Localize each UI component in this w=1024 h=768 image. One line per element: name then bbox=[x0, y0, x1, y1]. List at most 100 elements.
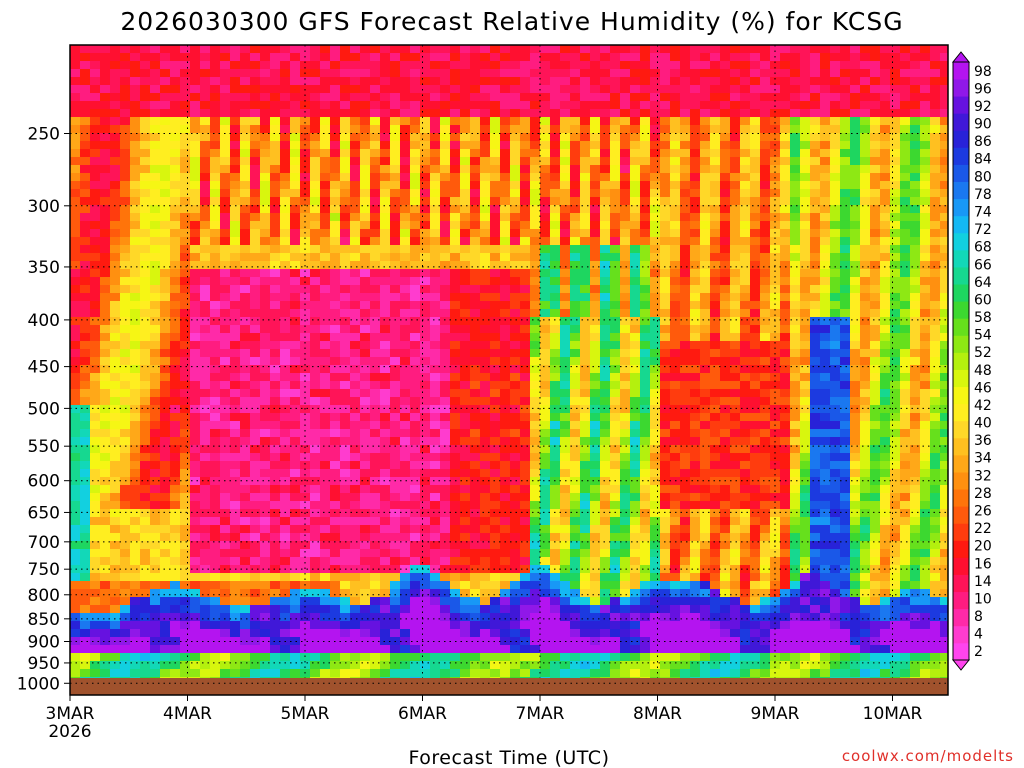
rh-cell bbox=[240, 517, 251, 526]
rh-cell bbox=[370, 45, 381, 54]
rh-cell bbox=[200, 597, 211, 606]
rh-cell bbox=[550, 165, 561, 174]
rh-cell bbox=[400, 69, 411, 78]
rh-cell bbox=[110, 189, 121, 198]
rh-cell bbox=[140, 373, 151, 382]
rh-cell bbox=[680, 253, 691, 262]
rh-cell bbox=[520, 133, 531, 142]
rh-cell bbox=[480, 133, 491, 142]
rh-cell bbox=[70, 509, 81, 518]
rh-cell bbox=[70, 597, 81, 606]
rh-cell bbox=[210, 453, 221, 462]
rh-cell bbox=[450, 405, 461, 414]
rh-cell bbox=[220, 237, 231, 246]
rh-cell bbox=[220, 253, 231, 262]
rh-cell bbox=[490, 333, 501, 342]
rh-cell bbox=[480, 445, 491, 454]
rh-cell bbox=[620, 645, 631, 654]
rh-cell bbox=[70, 245, 81, 254]
rh-cell bbox=[170, 677, 181, 678]
rh-cell bbox=[210, 205, 221, 214]
rh-cell bbox=[520, 645, 531, 654]
rh-cell bbox=[510, 349, 521, 358]
rh-cell bbox=[410, 269, 421, 278]
rh-cell bbox=[250, 181, 261, 190]
rh-cell bbox=[600, 221, 611, 230]
rh-cell bbox=[150, 653, 161, 662]
rh-cell bbox=[530, 645, 541, 654]
rh-cell bbox=[650, 229, 661, 238]
rh-cell bbox=[270, 173, 281, 182]
rh-cell bbox=[470, 461, 481, 470]
rh-cell bbox=[270, 133, 281, 142]
rh-cell bbox=[70, 437, 81, 446]
rh-cell bbox=[470, 189, 481, 198]
rh-cell bbox=[610, 645, 621, 654]
rh-cell bbox=[640, 93, 651, 102]
rh-cell bbox=[140, 525, 151, 534]
rh-cell bbox=[440, 669, 451, 678]
rh-cell bbox=[270, 85, 281, 94]
rh-cell bbox=[90, 301, 101, 310]
rh-cell bbox=[600, 197, 611, 206]
rh-cell bbox=[470, 197, 481, 206]
rh-cell bbox=[500, 45, 511, 54]
rh-cell bbox=[160, 349, 171, 358]
rh-cell bbox=[200, 141, 211, 150]
rh-cell bbox=[130, 541, 141, 550]
rh-cell bbox=[270, 229, 281, 238]
rh-cell bbox=[490, 461, 501, 470]
rh-cell bbox=[310, 269, 321, 278]
rh-cell bbox=[190, 405, 201, 414]
rh-cell bbox=[440, 253, 451, 262]
rh-cell bbox=[110, 557, 121, 566]
rh-cell bbox=[210, 517, 221, 526]
rh-cell bbox=[280, 469, 291, 478]
rh-cell bbox=[430, 437, 441, 446]
rh-cell bbox=[220, 493, 231, 502]
rh-cell bbox=[210, 349, 221, 358]
rh-cell bbox=[120, 229, 131, 238]
rh-cell bbox=[310, 125, 321, 134]
rh-cell bbox=[300, 397, 311, 406]
rh-cell bbox=[150, 245, 161, 254]
rh-cell bbox=[620, 181, 631, 190]
rh-cell bbox=[580, 325, 591, 334]
rh-cell bbox=[500, 149, 511, 158]
rh-cell bbox=[500, 125, 511, 134]
rh-cell bbox=[680, 165, 691, 174]
rh-cell bbox=[570, 341, 581, 350]
rh-cell bbox=[330, 93, 341, 102]
rh-cell bbox=[440, 429, 451, 438]
rh-cell bbox=[690, 141, 701, 150]
rh-cell bbox=[660, 293, 671, 302]
rh-cell bbox=[640, 349, 651, 358]
rh-cell bbox=[460, 245, 471, 254]
rh-cell bbox=[540, 613, 551, 622]
rh-cell bbox=[300, 285, 311, 294]
rh-cell bbox=[220, 573, 231, 582]
rh-cell bbox=[110, 653, 121, 662]
rh-cell bbox=[390, 141, 401, 150]
rh-cell bbox=[210, 237, 221, 246]
rh-cell bbox=[320, 541, 331, 550]
rh-cell bbox=[670, 677, 681, 678]
rh-cell bbox=[660, 405, 671, 414]
rh-cell bbox=[640, 141, 651, 150]
rh-cell bbox=[290, 469, 301, 478]
rh-cell bbox=[530, 453, 541, 462]
rh-cell bbox=[220, 45, 231, 54]
rh-cell bbox=[150, 453, 161, 462]
rh-cell bbox=[410, 245, 421, 254]
rh-cell bbox=[530, 621, 541, 630]
rh-cell bbox=[380, 469, 391, 478]
rh-cell bbox=[100, 605, 111, 614]
rh-cell bbox=[140, 77, 151, 86]
rh-cell bbox=[440, 53, 451, 62]
rh-cell bbox=[630, 677, 641, 678]
rh-cell bbox=[540, 413, 551, 422]
rh-cell bbox=[90, 285, 101, 294]
rh-cell bbox=[320, 341, 331, 350]
rh-cell bbox=[360, 357, 371, 366]
rh-cell bbox=[500, 181, 511, 190]
